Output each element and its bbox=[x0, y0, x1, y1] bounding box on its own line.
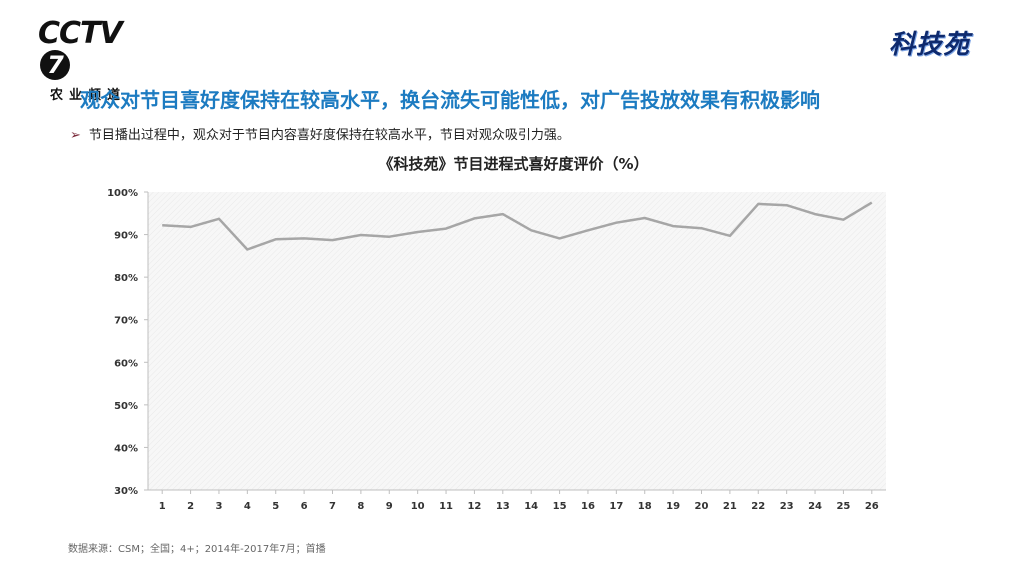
cctv-logo-mark: CCTV7 bbox=[38, 18, 150, 82]
x-tick-label: 19 bbox=[666, 501, 680, 512]
y-tick-label: 80% bbox=[114, 273, 138, 284]
y-tick-label: 60% bbox=[114, 358, 138, 369]
page-headline: 观众对节目喜好度保持在较高水平，换台流失可能性低，对广告投放效果有积极影响 bbox=[80, 88, 820, 112]
x-tick-label: 26 bbox=[865, 501, 879, 512]
x-tick-label: 25 bbox=[836, 501, 850, 512]
logo-number: 7 bbox=[40, 50, 70, 80]
arrow-bullet-icon: ➢ bbox=[70, 128, 81, 143]
x-tick-label: 12 bbox=[467, 501, 481, 512]
x-tick-label: 11 bbox=[439, 501, 453, 512]
x-tick-label: 7 bbox=[329, 501, 336, 512]
cctv7-logo: CCTV7 农业频道 bbox=[38, 18, 150, 104]
x-tick-label: 2 bbox=[187, 501, 194, 512]
y-tick-label: 30% bbox=[114, 486, 138, 497]
program-brand-logo: 科技苑 bbox=[889, 30, 971, 60]
x-tick-label: 13 bbox=[496, 501, 510, 512]
plot-area bbox=[148, 192, 886, 490]
bullet-text: 节目播出过程中，观众对于节目内容喜好度保持在较高水平，节目对观众吸引力强。 bbox=[88, 128, 570, 143]
x-tick-label: 16 bbox=[581, 501, 595, 512]
x-tick-label: 6 bbox=[301, 501, 308, 512]
y-tick-label: 70% bbox=[114, 316, 138, 327]
y-tick-label: 100% bbox=[107, 188, 138, 199]
chart-title: 《科技苑》节目进程式喜好度评价（%） bbox=[378, 155, 649, 173]
x-tick-label: 17 bbox=[609, 501, 623, 512]
series-line bbox=[162, 201, 873, 251]
x-tick-label: 24 bbox=[808, 501, 822, 512]
y-tick-label: 40% bbox=[114, 443, 138, 454]
x-tick-label: 10 bbox=[411, 501, 425, 512]
x-tick-label: 5 bbox=[272, 501, 279, 512]
x-tick-label: 8 bbox=[357, 501, 364, 512]
x-tick-label: 4 bbox=[244, 501, 251, 512]
bullet-point: ➢ 节目播出过程中，观众对于节目内容喜好度保持在较高水平，节目对观众吸引力强。 bbox=[70, 124, 570, 143]
x-tick-label: 21 bbox=[723, 501, 737, 512]
x-tick-label: 3 bbox=[215, 501, 222, 512]
x-tick-label: 15 bbox=[553, 501, 567, 512]
x-tick-label: 14 bbox=[524, 501, 538, 512]
x-tick-label: 18 bbox=[638, 501, 652, 512]
x-tick-label: 20 bbox=[695, 501, 709, 512]
x-tick-label: 9 bbox=[386, 501, 393, 512]
x-tick-label: 1 bbox=[159, 501, 166, 512]
y-tick-label: 90% bbox=[114, 231, 138, 242]
data-source-note: 数据来源：CSM；全国；4+；2014年-2017年7月；首播 bbox=[68, 544, 326, 555]
x-tick-label: 23 bbox=[780, 501, 794, 512]
channel-name: 农业频道 bbox=[50, 88, 127, 103]
y-tick-label: 50% bbox=[114, 401, 138, 412]
x-tick-label: 22 bbox=[751, 501, 765, 512]
logo-text: CCTV bbox=[38, 16, 123, 51]
